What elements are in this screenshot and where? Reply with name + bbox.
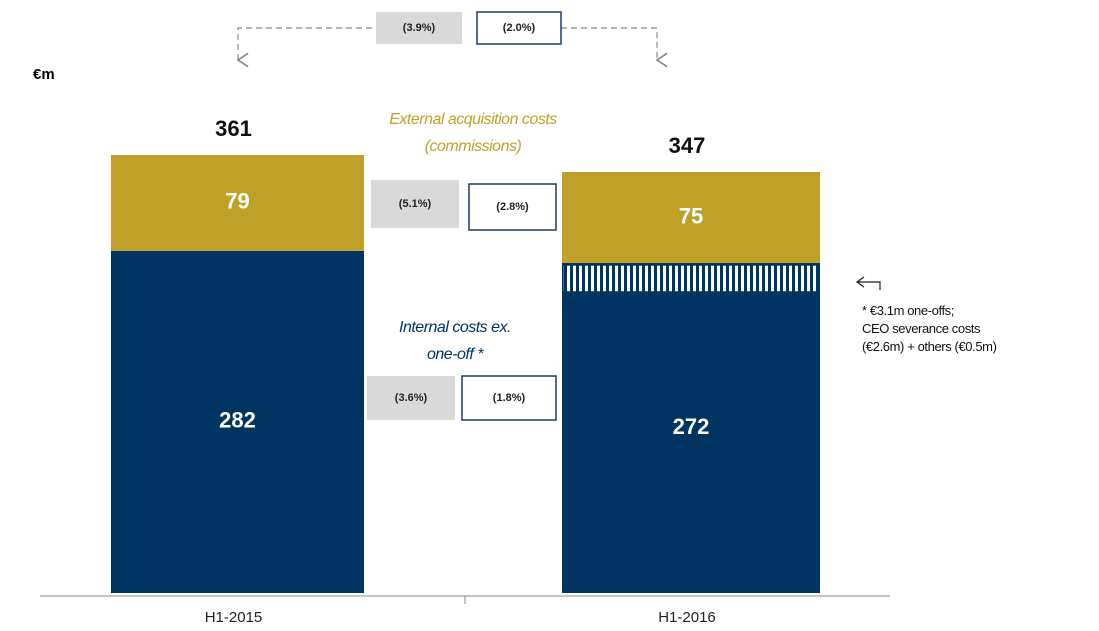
note-line: CEO severance costs bbox=[862, 321, 981, 336]
series-label: External acquisition costs (commissions) bbox=[389, 111, 557, 155]
series-label: Internal costs ex. one-off * bbox=[399, 319, 511, 363]
bar-segment bbox=[111, 250, 364, 593]
change-box bbox=[461, 375, 557, 421]
change-box bbox=[476, 11, 562, 45]
segment-label: 272 bbox=[673, 414, 710, 439]
x-tick-label: H1-2015 bbox=[205, 609, 263, 626]
segment-label: 79 bbox=[225, 189, 249, 214]
change-box bbox=[371, 180, 459, 228]
segment-label: 282 bbox=[219, 408, 256, 433]
bar-segment bbox=[562, 171, 820, 263]
change-box bbox=[376, 12, 462, 44]
change-label: (2.0%) bbox=[503, 22, 536, 34]
change-label: (5.1%) bbox=[399, 198, 432, 210]
change-label: (1.8%) bbox=[493, 392, 526, 404]
note-arrow bbox=[855, 276, 881, 290]
total-label: 361 bbox=[215, 116, 252, 141]
note-line: * €3.1m one-offs; bbox=[862, 303, 954, 318]
segment-label: 75 bbox=[679, 203, 703, 228]
change-label: (2.8%) bbox=[496, 201, 529, 213]
x-tick-label: H1-2016 bbox=[658, 609, 716, 626]
change-box bbox=[367, 376, 455, 420]
one-off-stripe bbox=[562, 264, 820, 293]
note-line: (€2.6m) + others (€0.5m) bbox=[862, 339, 997, 354]
bar-segment bbox=[562, 262, 820, 593]
bar-segment bbox=[111, 154, 364, 251]
change-box bbox=[468, 183, 557, 231]
change-label: (3.6%) bbox=[395, 392, 428, 404]
unit-label: €m bbox=[33, 66, 55, 83]
total-label: 347 bbox=[669, 133, 706, 158]
change-connector bbox=[238, 27, 657, 60]
change-label: (3.9%) bbox=[403, 22, 436, 34]
